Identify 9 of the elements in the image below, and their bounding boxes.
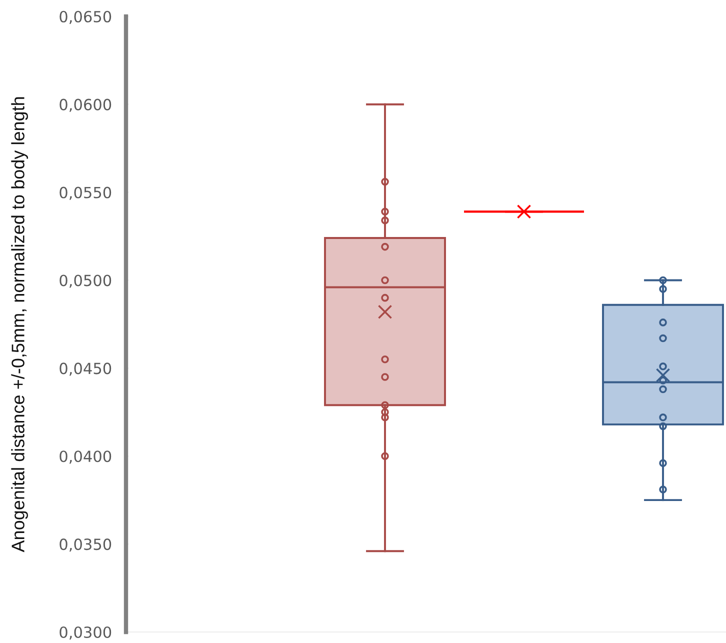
y-axis-title: Anogenital distance +/-0,5mm, normalized to body length	[11, 97, 28, 552]
y-tick-label: 0,0300	[60, 626, 112, 640]
y-tick-label: 0,0350	[60, 538, 112, 552]
y-tick-label: 0,0500	[60, 274, 112, 288]
y-tick-label: 0,0450	[60, 362, 112, 376]
y-tick-label: 0,0600	[60, 98, 112, 112]
y-tick-label: 0,0650	[60, 10, 112, 24]
y-tick-label: 0,0550	[60, 186, 112, 200]
y-tick-label: 0,0400	[60, 450, 112, 464]
